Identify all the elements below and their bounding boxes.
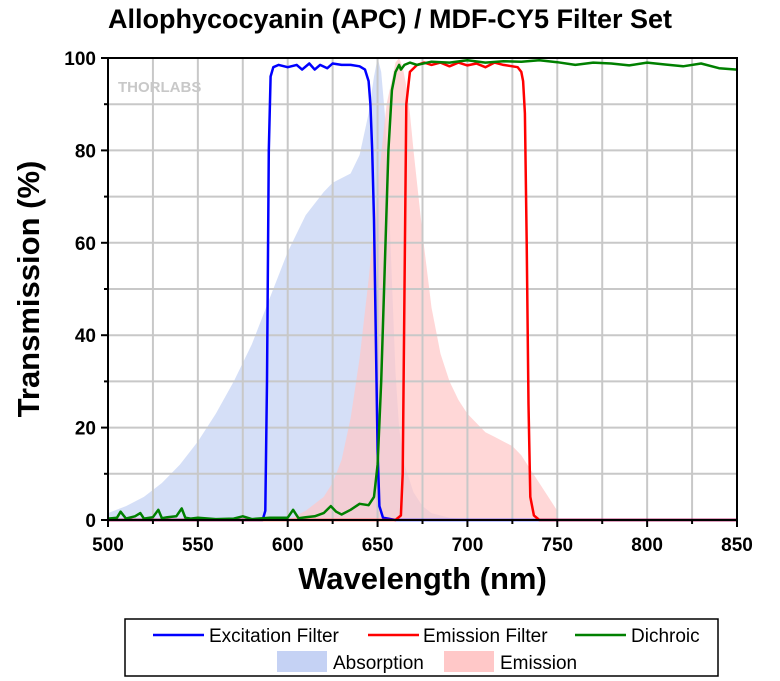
y-tick-label: 100 bbox=[64, 49, 96, 70]
y-axis-title: Transmission (%) bbox=[11, 161, 46, 418]
y-tick-label: 60 bbox=[75, 234, 96, 255]
y-tick-label: 20 bbox=[75, 419, 96, 440]
x-axis-title: Wavelength (nm) bbox=[298, 561, 547, 596]
legend-box bbox=[124, 618, 719, 677]
x-tick-label: 600 bbox=[272, 535, 304, 556]
excitation-filter-line bbox=[108, 62, 737, 522]
y-tick-label: 40 bbox=[75, 326, 96, 347]
x-tick-label: 850 bbox=[721, 535, 753, 556]
dichroic-legend-label: Dichroic bbox=[631, 626, 700, 647]
legend: Excitation Filter Emission Filter Dichroic… bbox=[124, 618, 719, 677]
x-tick-label: 500 bbox=[92, 535, 124, 556]
dichroic-line bbox=[107, 59, 738, 521]
absorption-legend-swatch bbox=[277, 651, 327, 672]
x-tick-label: 550 bbox=[182, 535, 214, 556]
chart-title: Allophycocyanin (APC) / MDF-CY5 Filter S… bbox=[107, 4, 673, 34]
x-tick-label: 750 bbox=[541, 535, 573, 556]
x-tick-label: 800 bbox=[631, 535, 663, 556]
y-tick-label: 0 bbox=[85, 511, 96, 532]
axis-ticks bbox=[101, 57, 738, 527]
y-tick-label: 80 bbox=[75, 141, 96, 162]
emission-legend-label: Emission bbox=[500, 653, 577, 674]
y-tick-labels: 0 20 40 60 80 100 bbox=[64, 49, 96, 532]
x-tick-label: 650 bbox=[362, 535, 394, 556]
x-tick-label: 700 bbox=[452, 535, 484, 556]
excitation-filter-legend-label: Excitation Filter bbox=[209, 626, 340, 647]
emission-legend-swatch bbox=[444, 651, 494, 672]
series-lines bbox=[107, 59, 738, 522]
absorption-legend-label: Absorption bbox=[333, 653, 424, 674]
emission-filter-legend-label: Emission Filter bbox=[423, 626, 548, 647]
x-tick-labels: 500 550 600 650 700 750 800 850 bbox=[92, 535, 753, 556]
emission-filter-line bbox=[108, 61, 737, 522]
thorlabs-watermark: THORLABS bbox=[118, 79, 201, 96]
gridlines bbox=[108, 58, 737, 520]
